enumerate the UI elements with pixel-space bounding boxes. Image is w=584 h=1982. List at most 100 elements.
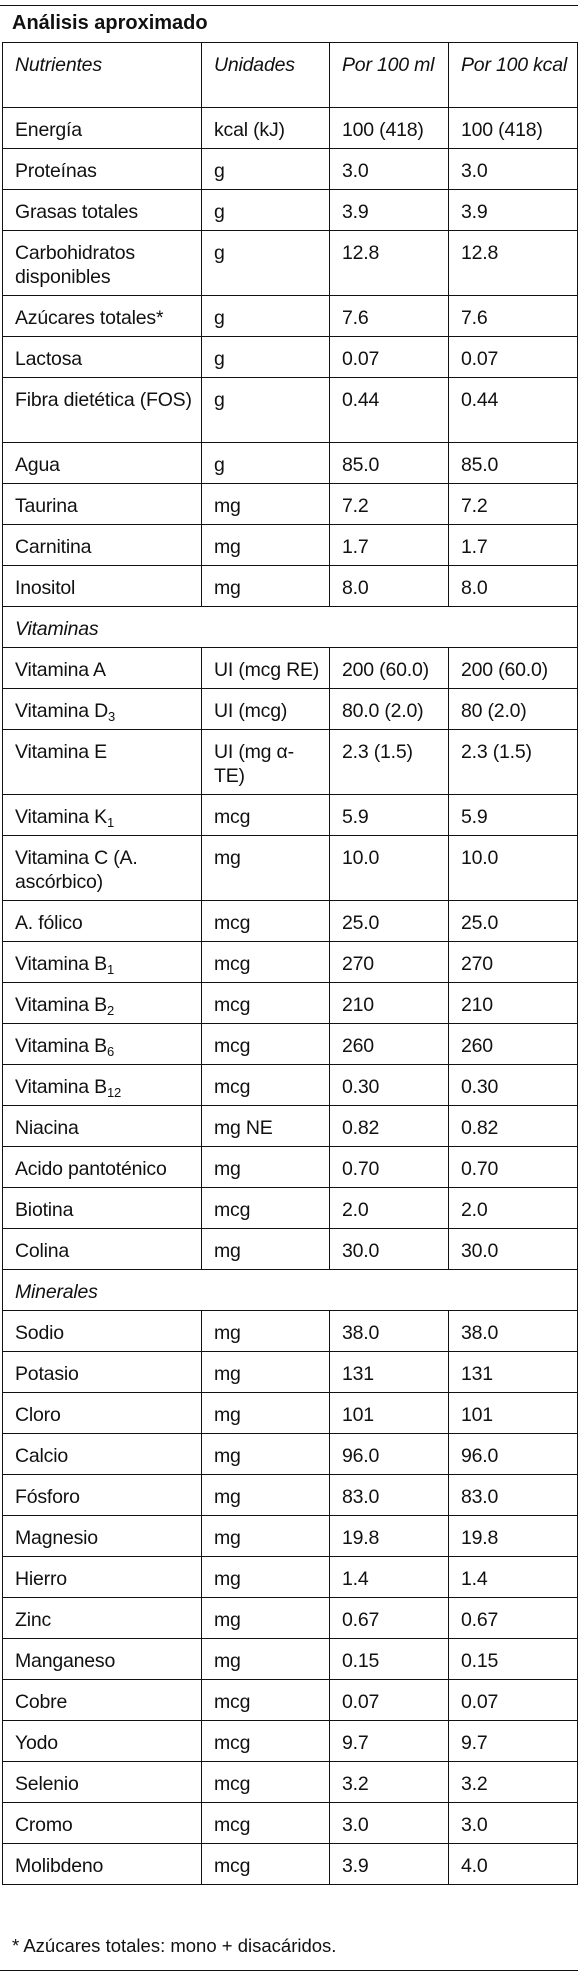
value-per-100-kcal: 0.15 [448,1638,578,1680]
value-per-100-kcal: 2.3 (1.5) [448,729,578,795]
value-per-100-kcal-text: 131 [461,1363,493,1385]
nutrient-unit: mg [201,1228,330,1270]
nutrient-unit: mg [201,1638,330,1680]
nutrient-name: Fibra dietética (FOS) [2,377,202,443]
table-row: Calcio mg 96.0 96.0 [2,1433,578,1475]
nutrient-name-text: Vitamina B [15,1076,107,1098]
value-per-100-kcal-text: 0.44 [461,389,499,411]
value-per-100-ml-text: 38.0 [342,1322,380,1344]
value-per-100-ml-text: 19.8 [342,1527,380,1549]
value-per-100-kcal: 3.2 [448,1761,578,1803]
nutrient-name: Taurina [2,483,202,525]
nutrient-unit: mg [201,835,330,901]
value-per-100-ml: 101 [329,1392,449,1434]
table-row: Vitamina B6 mcg 260 260 [2,1023,578,1065]
nutrient-unit-text: mg [214,1240,241,1262]
nutrient-name-text: Carnitina [15,536,92,558]
value-per-100-ml: 96.0 [329,1433,449,1475]
value-per-100-ml-text: 1.7 [342,536,369,558]
table-row: Sodio mg 38.0 38.0 [2,1310,578,1352]
table-row: Azúcares totales* g 7.6 7.6 [2,295,578,337]
nutrient-unit: mcg [201,794,330,836]
nutrient-name-text: Niacina [15,1117,79,1139]
nutrient-name: Hierro [2,1556,202,1598]
value-per-100-kcal-text: 2.0 [461,1199,488,1221]
value-per-100-ml: 1.4 [329,1556,449,1598]
value-per-100-ml-text: 9.7 [342,1732,369,1754]
value-per-100-kcal: 83.0 [448,1474,578,1516]
value-per-100-ml-text: 0.67 [342,1609,380,1631]
value-per-100-ml-text: 2.3 (1.5) [342,741,413,763]
nutrient-name: Yodo [2,1720,202,1762]
nutrient-unit-text: UI (mg α-TE) [214,741,294,787]
table-row: Vitamina A UI (mcg RE) 200 (60.0) 200 (60.0… [2,647,578,689]
top-rule [0,5,578,6]
section-minerales-heading: Minerales [2,1269,578,1311]
value-per-100-kcal: 1.7 [448,524,578,566]
table-row: Vitamina D3 UI (mcg) 80.0 (2.0) 80 (2.0) [2,688,578,730]
nutrient-unit: mcg [201,900,330,942]
nutrient-name: Carbohidratos disponibles [2,230,202,296]
nutrient-unit-text: mg [214,495,241,517]
value-per-100-ml-text: 30.0 [342,1240,380,1262]
nutrient-unit: mg [201,1392,330,1434]
nutrient-unit-text: kcal (kJ) [214,119,285,141]
table-row: Taurina mg 7.2 7.2 [2,483,578,525]
nutrient-name-subscript: 3 [108,709,116,724]
value-per-100-ml: 25.0 [329,900,449,942]
nutrient-name: Vitamina A [2,647,202,689]
value-per-100-kcal: 7.2 [448,483,578,525]
nutrient-unit: UI (mcg RE) [201,647,330,689]
value-per-100-ml-text: 200 (60.0) [342,659,429,681]
value-per-100-ml: 83.0 [329,1474,449,1516]
value-per-100-ml: 270 [329,941,449,983]
value-per-100-kcal-text: 0.15 [461,1650,499,1672]
value-per-100-ml: 260 [329,1023,449,1065]
value-per-100-kcal: 8.0 [448,565,578,607]
nutrient-name: Vitamina E [2,729,202,795]
value-per-100-kcal-text: 0.07 [461,348,499,370]
nutrient-name-text: Magnesio [15,1527,98,1549]
value-per-100-ml-text: 0.30 [342,1076,380,1098]
nutrient-name: Agua [2,442,202,484]
value-per-100-kcal-text: 0.07 [461,1691,499,1713]
value-per-100-ml-text: 25.0 [342,912,380,934]
nutrient-unit-text: mg [214,1322,241,1344]
nutrient-unit-text: mcg [214,1076,251,1098]
table-row: Inositol mg 8.0 8.0 [2,565,578,607]
value-per-100-ml-text: 100 (418) [342,119,424,141]
nutrient-name-text: Fósforo [15,1486,80,1508]
table-title: Análisis aproximado [12,12,208,34]
value-per-100-ml-text: 0.82 [342,1117,380,1139]
table-row: Carnitina mg 1.7 1.7 [2,524,578,566]
value-per-100-ml: 1.7 [329,524,449,566]
nutrient-name: A. fólico [2,900,202,942]
nutrient-name: Manganeso [2,1638,202,1680]
nutrient-name: Biotina [2,1187,202,1229]
nutrient-name-text: Taurina [15,495,78,517]
nutrient-unit-text: mg [214,1650,241,1672]
nutrient-unit-text: mg [214,1609,241,1631]
nutrient-unit: mg NE [201,1105,330,1147]
value-per-100-ml-text: 80.0 (2.0) [342,700,424,722]
nutrient-unit: mcg [201,1187,330,1229]
nutrient-unit: mg [201,1474,330,1516]
table-row: Colina mg 30.0 30.0 [2,1228,578,1270]
value-per-100-kcal-text: 38.0 [461,1322,499,1344]
nutrient-name: Acido pantoténico [2,1146,202,1188]
value-per-100-kcal: 0.70 [448,1146,578,1188]
value-per-100-kcal-text: 85.0 [461,454,499,476]
nutrient-unit-text: UI (mcg) [214,700,288,722]
nutrient-unit: mg [201,483,330,525]
value-per-100-kcal-text: 270 [461,953,493,975]
nutrient-unit-text: mg [214,1568,241,1590]
nutrient-name: Vitamina D3 [2,688,202,730]
nutrient-unit-text: mcg [214,1732,251,1754]
table-row: Molibdeno mcg 3.9 4.0 [2,1843,578,1885]
value-per-100-ml: 0.82 [329,1105,449,1147]
header-por-100-ml: Por 100 ml [329,42,449,108]
nutrient-unit-text: g [214,160,225,182]
table-row: Vitamina E UI (mg α-TE) 2.3 (1.5) 2.3 (1.5) [2,729,578,795]
value-per-100-ml: 0.44 [329,377,449,443]
table-row: Zinc mg 0.67 0.67 [2,1597,578,1639]
